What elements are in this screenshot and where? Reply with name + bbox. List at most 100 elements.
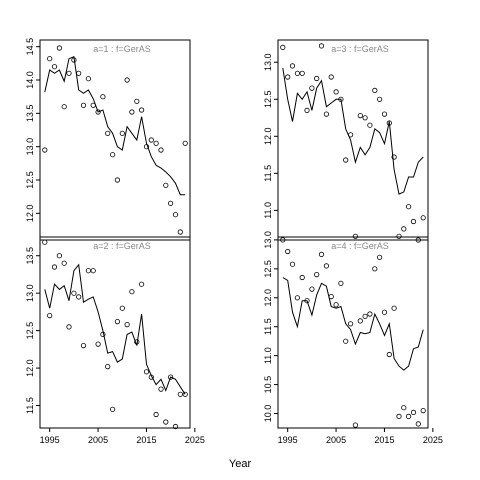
y-tick-label: 14.0 — [25, 71, 35, 89]
y-tick-label: 12.5 — [263, 90, 273, 108]
observed-point — [280, 237, 286, 243]
observed-point — [343, 157, 349, 163]
observed-point — [139, 107, 145, 113]
observed-point — [410, 218, 417, 225]
observed-point — [56, 253, 63, 259]
observed-point — [47, 312, 53, 319]
observed-point — [386, 120, 392, 126]
observed-point — [299, 274, 305, 281]
observed-point — [182, 391, 188, 397]
observed-point — [143, 369, 150, 375]
observed-point — [129, 109, 135, 115]
observed-point — [299, 70, 305, 76]
observed-point — [396, 413, 402, 419]
observed-point — [129, 289, 135, 295]
fitted-series-line — [282, 68, 424, 195]
observed-point — [357, 113, 363, 119]
observed-point — [362, 115, 368, 121]
observed-point — [347, 321, 354, 327]
y-tick-label: 12.0 — [25, 359, 35, 377]
observed-point — [148, 137, 154, 143]
observed-point — [95, 341, 101, 347]
observed-point — [100, 94, 106, 100]
y-tick-label: 12.5 — [25, 171, 35, 189]
y-tick-label: 13.0 — [25, 138, 35, 156]
observed-point — [172, 212, 179, 218]
observed-point — [372, 87, 378, 94]
observed-point — [143, 144, 150, 150]
panels: a=1 : f=GerAS 12.0 12.5 13.0 13.5 14.0 14.5 a=3… — [25, 38, 443, 445]
panel-title: a=4 : f=GerAS — [331, 241, 389, 251]
observed-point — [314, 75, 320, 82]
fitted-series-line — [282, 277, 424, 371]
observed-point — [105, 130, 111, 136]
observed-point — [177, 229, 183, 235]
observed-point — [114, 318, 121, 325]
observed-point — [381, 309, 388, 315]
observed-point — [405, 413, 412, 419]
observed-point — [119, 130, 125, 136]
observed-point — [405, 204, 412, 210]
y-tick-label: 13.5 — [25, 247, 35, 265]
observed-point — [124, 321, 130, 328]
observed-point — [391, 154, 397, 160]
y-tick-label: 11.5 — [25, 397, 35, 414]
x-tick-label: 1995 — [278, 435, 298, 445]
fitted-series-line — [44, 263, 186, 395]
y-tick-label: 10.5 — [263, 376, 273, 394]
observed-point — [376, 96, 383, 102]
observed-point — [153, 411, 159, 418]
observed-point — [90, 268, 96, 274]
panel-frame — [277, 236, 429, 429]
observed-point — [85, 76, 92, 82]
observed-point — [95, 109, 101, 115]
x-tick-label: 2005 — [326, 435, 346, 445]
observed-point — [294, 70, 300, 76]
observed-point — [318, 43, 325, 49]
observed-point — [172, 423, 179, 430]
panel-4: a=4 : f=GerAS 10.0 10.5 11.0 11.5 12.0 12.5 13.… — [263, 231, 443, 445]
observed-point — [47, 56, 53, 62]
observed-point — [357, 318, 363, 324]
y-tick-label: 14.5 — [25, 38, 35, 56]
observed-point — [42, 239, 48, 245]
observed-point — [415, 421, 421, 427]
y-tick-label: 12.0 — [263, 289, 273, 307]
observed-point — [168, 200, 174, 206]
observed-point — [71, 57, 77, 63]
observed-point — [367, 311, 373, 317]
observed-point — [386, 351, 392, 358]
observed-point — [333, 302, 339, 308]
observed-point — [71, 290, 77, 296]
observed-point — [148, 374, 154, 380]
y-tick-label: 12.0 — [25, 205, 35, 223]
fitted-series-line — [44, 55, 186, 196]
y-tick-label: 11.5 — [263, 165, 273, 182]
panel-frame — [277, 39, 429, 241]
observed-point — [124, 77, 130, 83]
observed-point — [309, 286, 315, 292]
y-tick-label: 11.5 — [263, 318, 273, 335]
y-tick-label: 11.0 — [263, 347, 273, 364]
observed-point — [85, 268, 92, 274]
panel-3: a=2 : f=GerAS 11.5 12.0 12.5 13.0 13.5 1995 200… — [25, 236, 205, 445]
y-tick-label: 13.0 — [263, 53, 273, 71]
observed-point — [338, 280, 344, 286]
observed-point — [338, 96, 344, 102]
observed-point — [333, 89, 339, 95]
observed-point — [100, 331, 106, 337]
observed-point — [396, 233, 402, 239]
observed-point — [90, 102, 96, 108]
panel-frame — [39, 39, 191, 241]
observed-point — [76, 70, 82, 76]
observed-point — [401, 226, 407, 232]
observed-point — [114, 177, 121, 183]
observed-point — [314, 271, 320, 278]
observed-point — [51, 264, 58, 270]
observed-point — [158, 386, 164, 392]
x-tick-label: 2015 — [374, 435, 394, 445]
x-tick-label: 2025 — [423, 435, 443, 445]
x-tick-label: 2025 — [185, 435, 205, 445]
observed-point — [323, 111, 329, 117]
panel-1: a=1 : f=GerAS 12.0 12.5 13.0 13.5 14.0 14.5 — [25, 38, 191, 241]
